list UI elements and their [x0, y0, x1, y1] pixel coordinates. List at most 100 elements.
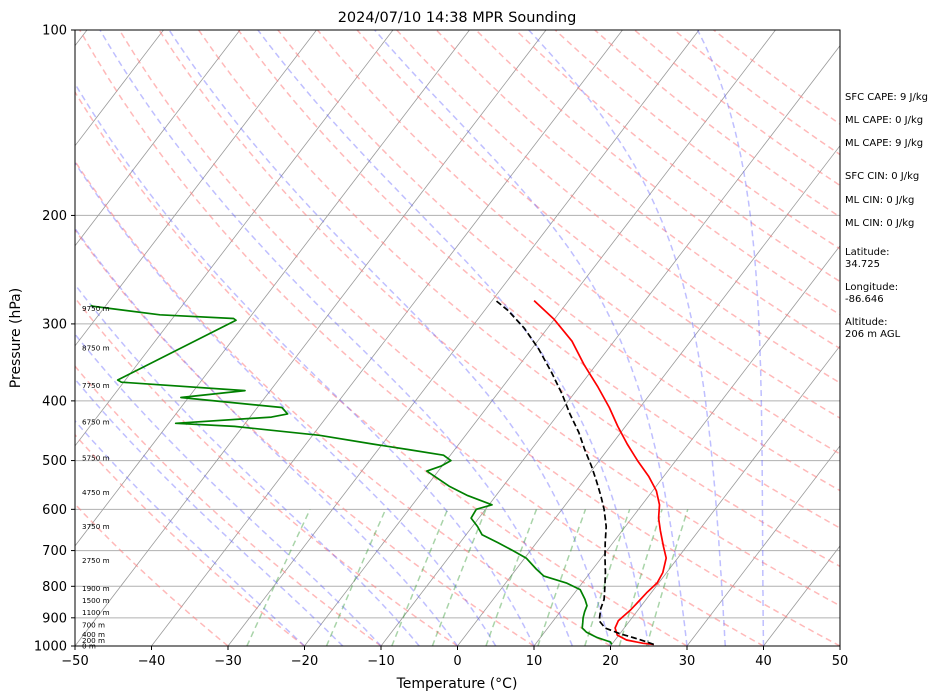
isotherm-line	[151, 30, 623, 646]
height-label: 3750 m	[82, 522, 110, 531]
dry-adiabat-line	[237, 30, 840, 529]
height-label: 400 m	[82, 630, 105, 639]
mixing-ratio-line	[246, 508, 311, 646]
dry-adiabat-line	[75, 365, 382, 646]
ml-cin-text: ML CIN: 0 J/kg	[845, 195, 915, 206]
isotherm-line	[75, 30, 547, 646]
x-tick-label: 0	[453, 654, 461, 669]
x-axis-ticks: −50 −40 −30 −20 −10 0 10 20 30 40 50	[61, 646, 848, 669]
isotherm-line	[75, 30, 164, 147]
x-axis-label: Temperature (°C)	[396, 676, 518, 692]
height-label: 1100 m	[82, 608, 110, 617]
isotherm-line	[610, 345, 840, 646]
isotherm-line	[75, 30, 241, 247]
y-tick-label: 900	[42, 611, 67, 626]
dry-adiabat-line	[118, 30, 840, 646]
isotherm-line	[533, 245, 840, 646]
y-tick-label: 300	[42, 317, 67, 332]
dry-adiabat-line	[75, 228, 535, 646]
x-tick-label: −10	[367, 654, 394, 669]
height-label: 7750 m	[82, 381, 110, 390]
isotherm-line	[227, 30, 700, 646]
y-tick-label: 100	[42, 24, 67, 39]
mixing-ratio-line	[485, 509, 538, 646]
dewpoint-trace	[90, 304, 613, 645]
y-tick-label: 500	[42, 454, 67, 469]
dry-adiabat-line	[75, 90, 688, 646]
stats-panel: SFC CAPE: 9 J/kg ML CAPE: 0 J/kg ML CAPE…	[845, 92, 945, 340]
mixing-ratio-line	[645, 509, 689, 646]
x-tick-label: −50	[61, 654, 88, 669]
dry-adiabat-line	[277, 30, 840, 492]
chart-title: 2024/07/10 14:38 MPR Sounding	[338, 10, 577, 26]
latitude-text: Latitude: 34.725	[845, 247, 890, 270]
dry-adiabat-line	[515, 30, 840, 283]
height-label: 4750 m	[82, 488, 110, 497]
isotherm-line	[380, 45, 840, 646]
height-label: 6750 m	[82, 418, 110, 427]
height-label: 200 m	[82, 636, 105, 645]
moist-adiabat-line	[528, 30, 727, 646]
x-tick-label: −40	[138, 654, 165, 669]
moist-adiabat-line	[75, 333, 382, 646]
moist-adiabat-line	[75, 419, 306, 646]
x-tick-label: 10	[526, 654, 543, 669]
height-label: 2750 m	[82, 556, 110, 565]
dry-adiabat-line	[79, 30, 764, 646]
y-axis-ticks: 1000 900 800 700 600 500 400 300 200 100	[34, 24, 75, 655]
x-tick-label: 50	[832, 654, 849, 669]
ml-cape-text-2: ML CAPE: 9 J/kg	[845, 138, 924, 149]
y-tick-label: 700	[42, 544, 67, 559]
plot-frame	[74, 29, 841, 647]
y-tick-label: 800	[42, 580, 67, 595]
sounding-profiles	[90, 299, 668, 646]
x-tick-label: −20	[291, 654, 318, 669]
isotherm-line	[686, 445, 840, 646]
pressure-gridlines	[75, 29, 840, 647]
sfc-cin-text: SFC CIN: 0 J/kg	[845, 171, 920, 182]
sfc-cape-text: SFC CAPE: 9 J/kg	[845, 92, 928, 103]
height-label: 700 m	[82, 621, 105, 630]
x-tick-label: 30	[679, 654, 696, 669]
ml-cape-text: ML CAPE: 0 J/kg	[845, 115, 924, 126]
moist-adiabat-line	[75, 82, 535, 646]
dry-adiabat-line	[75, 159, 611, 646]
dry-adiabat-line	[356, 30, 840, 419]
height-label: 8750 m	[82, 343, 110, 352]
height-label: 5750 m	[82, 453, 110, 462]
y-axis-label: Pressure (hPa)	[8, 288, 24, 388]
moist-adiabat-line	[75, 161, 497, 646]
y-tick-label: 600	[42, 503, 67, 518]
moist-adiabat-line	[75, 283, 420, 646]
mixing-ratio-line	[618, 509, 663, 646]
moist-adiabat-line	[75, 377, 344, 646]
height-label: 9750 m	[82, 304, 110, 313]
mixing-ratio-line	[584, 509, 631, 646]
height-label: 1900 m	[82, 584, 110, 593]
parcel-trace	[495, 299, 655, 646]
x-tick-label: 40	[755, 654, 772, 669]
isotherm-line	[304, 30, 776, 646]
mixing-ratio-line	[325, 509, 387, 646]
moist-adiabat-line	[696, 30, 765, 646]
x-tick-label: 20	[602, 654, 619, 669]
longitude-text: Longitude: -86.646	[845, 282, 899, 305]
dry-adiabat-line	[396, 30, 840, 384]
mixing-ratio-line	[391, 509, 449, 646]
moist-adiabat-line	[75, 227, 459, 646]
moist-adiabat-line	[257, 30, 650, 646]
thermo-reference-lines	[75, 30, 840, 646]
dry-adiabat-line	[316, 30, 840, 455]
dry-adiabat-line	[158, 30, 840, 607]
dry-adiabat-line	[75, 433, 305, 646]
moist-adiabat-line	[374, 30, 688, 646]
y-tick-label: 200	[42, 209, 67, 224]
dry-adiabat-line	[75, 296, 458, 646]
isotherm-line	[75, 30, 470, 547]
mixing-ratio-line	[431, 509, 487, 646]
moist-adiabat-line	[168, 30, 612, 646]
height-label: 1500 m	[82, 596, 110, 605]
y-tick-label: 1000	[34, 640, 67, 655]
